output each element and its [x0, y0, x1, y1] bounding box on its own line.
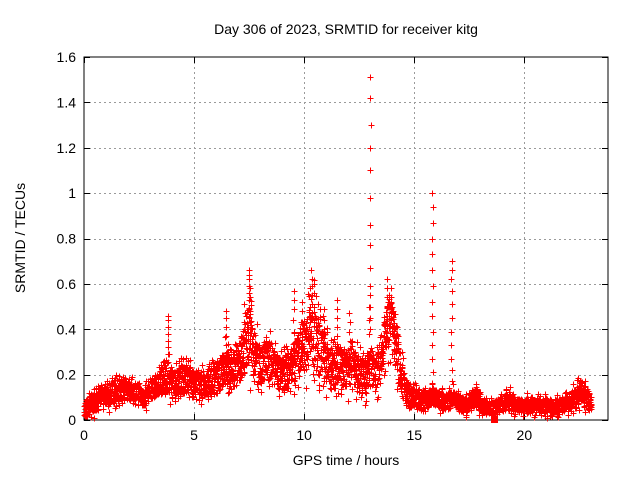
y-tick-label: 0.6: [57, 276, 77, 292]
x-tick-label: 20: [517, 427, 533, 443]
y-tick-label: 0: [68, 412, 76, 428]
y-axis-label: SRMTID / TECUs: [12, 183, 28, 293]
y-tick-label: 0.4: [57, 321, 77, 337]
scatter-points: [81, 74, 595, 422]
plot-frame: [83, 56, 609, 421]
chart-title: Day 306 of 2023, SRMTID for receiver kit…: [214, 21, 478, 37]
x-tick-label: 10: [296, 427, 312, 443]
tick-labels: 0 5 10 15 20 0 0.2 0.4 0.6 0.8 1 1.2 1.4 1.6: [57, 49, 533, 443]
gridlines: [84, 57, 608, 420]
x-tick-label: 0: [80, 427, 88, 443]
x-tick-label: 5: [190, 427, 198, 443]
x-tick-label: 15: [406, 427, 422, 443]
y-tick-label: 0.2: [57, 367, 77, 383]
x-axis-label: GPS time / hours: [293, 452, 400, 468]
y-tick-label: 1.6: [57, 49, 77, 65]
flagged-point-marker: [491, 416, 498, 423]
y-tick-label: 0.8: [57, 231, 77, 247]
y-tick-label: 1.4: [57, 94, 77, 110]
y-tick-label: 1.2: [57, 140, 77, 156]
y-tick-label: 1: [68, 185, 76, 201]
